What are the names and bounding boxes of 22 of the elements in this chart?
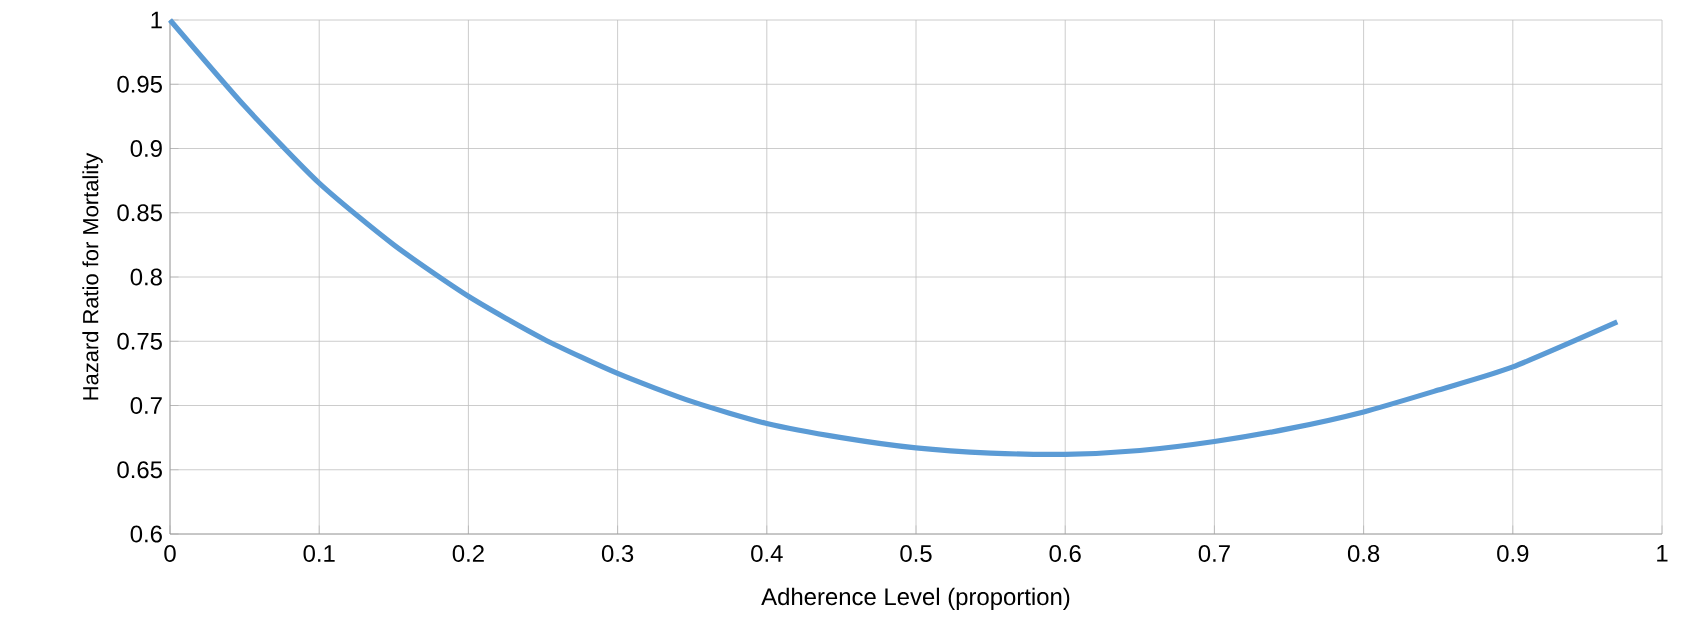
y-tick-label: 0.9	[130, 140, 162, 157]
x-tick-label: 0.8	[1347, 545, 1380, 562]
x-tick-label: 0	[164, 545, 176, 562]
y-tick-label: 0.75	[117, 332, 162, 350]
y-axis-title: Hazard Ratio for Mortality	[82, 152, 103, 400]
y-tick-label: 0.6	[130, 525, 162, 543]
x-tick-label: 0.7	[1198, 545, 1230, 562]
x-tick-label: 0.1	[303, 545, 335, 562]
x-tick-label: 0.9	[1497, 545, 1529, 562]
y-tick-label: 0.7	[130, 397, 162, 414]
x-tick-label: 0.6	[1049, 545, 1081, 562]
y-tick-label: 0.65	[117, 461, 162, 479]
y-tick-label: 0.85	[117, 204, 162, 222]
x-tick-label: 0.3	[601, 545, 634, 562]
y-tick-label: 1	[151, 11, 162, 29]
x-axis-title: Adherence Level (proportion)	[761, 587, 1070, 610]
x-tick-label: 1	[1657, 545, 1668, 562]
x-tick-label: 0.4	[751, 545, 783, 562]
y-tick-label: 0.95	[117, 75, 162, 93]
x-tick-label: 0.5	[900, 545, 932, 562]
x-tick-label: 0.2	[452, 545, 484, 562]
y-tick-label: 0.8	[130, 268, 162, 286]
